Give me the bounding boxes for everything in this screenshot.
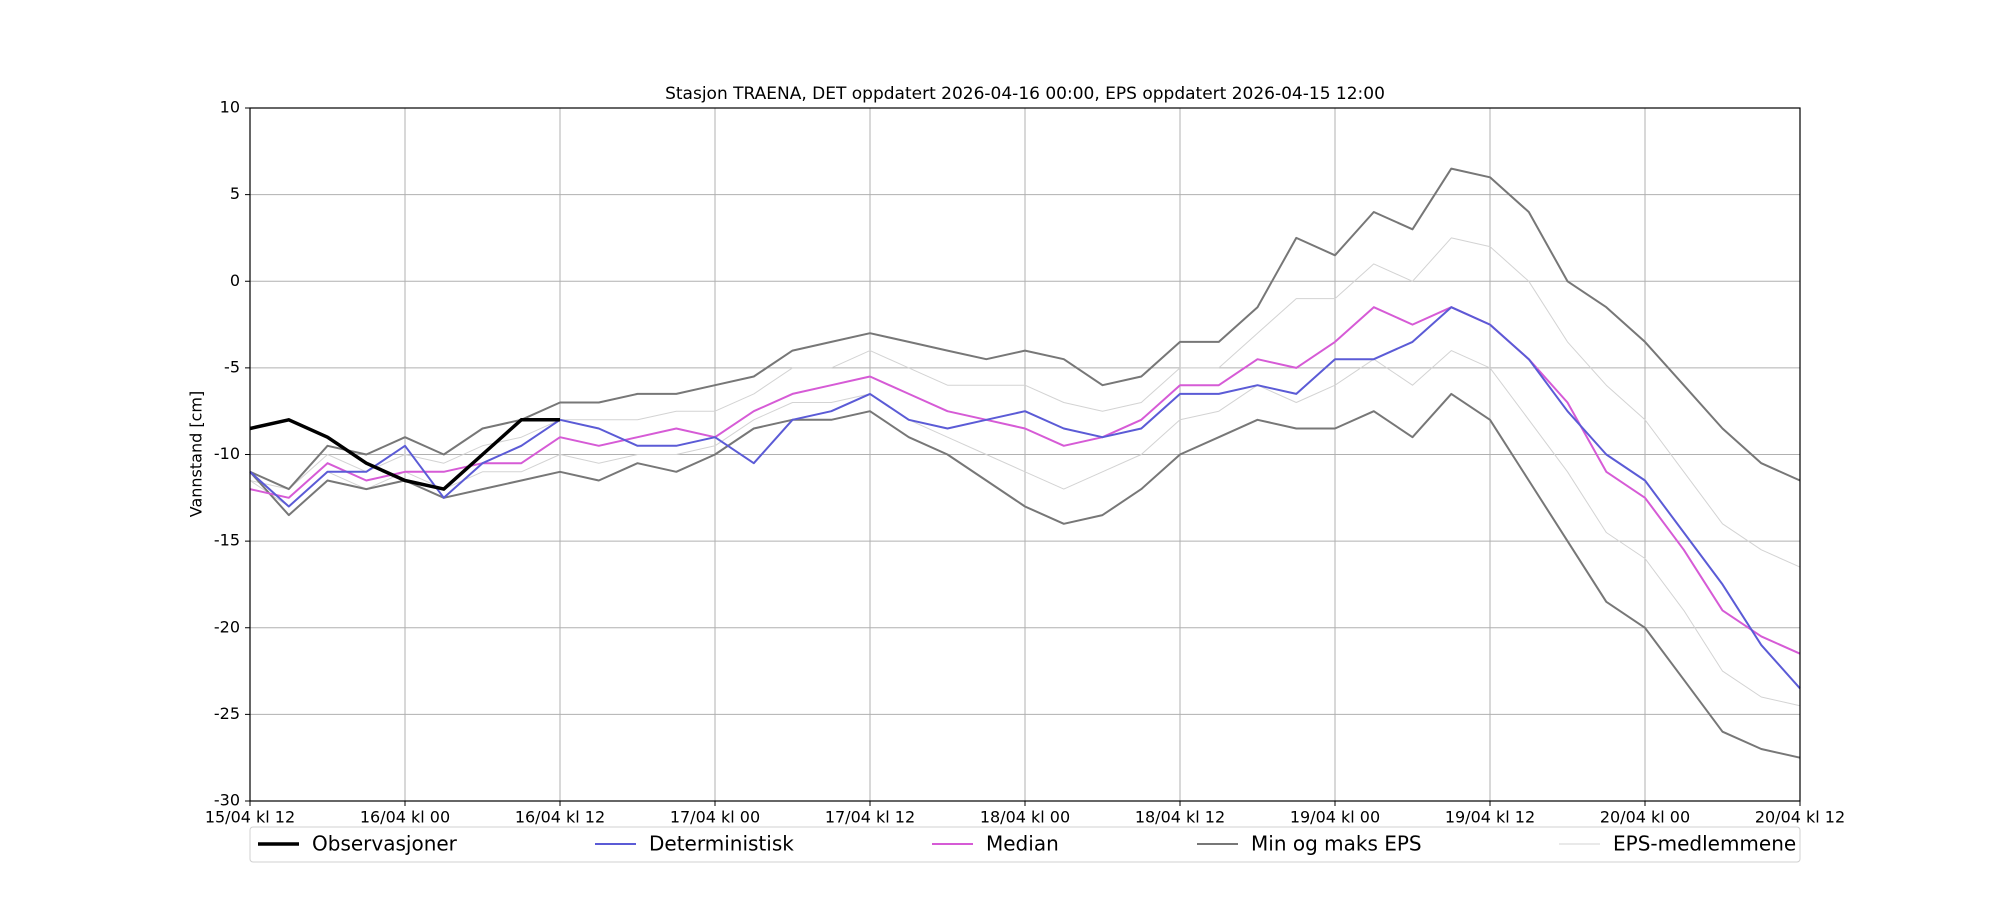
y-tick-label: -15	[214, 531, 240, 550]
legend-label: Observasjoner	[312, 832, 458, 856]
series-line	[249, 306, 1801, 655]
series-line	[249, 306, 1801, 690]
x-tick-label: 18/04 kl 12	[1135, 808, 1225, 827]
x-tick-label: 17/04 kl 00	[670, 808, 760, 827]
series-line	[249, 418, 560, 491]
x-tick-label: 20/04 kl 12	[1755, 808, 1845, 827]
x-tick-label: 16/04 kl 00	[360, 808, 450, 827]
y-tick-label: -5	[224, 357, 240, 376]
x-tick-label: 19/04 kl 00	[1290, 808, 1380, 827]
chart-title: Stasjon TRAENA, DET oppdatert 2026-04-16…	[665, 84, 1385, 104]
series-line	[249, 237, 1801, 568]
y-tick-label: 0	[230, 271, 240, 290]
legend-label: Deterministisk	[649, 832, 794, 856]
series-line	[249, 167, 1801, 491]
x-tick-label: 15/04 kl 12	[205, 808, 295, 827]
series-line	[249, 350, 1801, 707]
x-tick-label: 19/04 kl 12	[1445, 808, 1535, 827]
y-tick-label: -30	[214, 791, 240, 810]
x-tick-label: 17/04 kl 12	[825, 808, 915, 827]
legend-box	[249, 826, 1801, 863]
y-tick-label: -10	[214, 444, 240, 463]
legend-label: EPS-medlemmene	[1613, 832, 1796, 856]
y-tick-label: 5	[230, 184, 240, 203]
y-tick-label: -25	[214, 704, 240, 723]
series-line	[249, 392, 1801, 759]
x-tick-label: 18/04 kl 00	[980, 808, 1070, 827]
y-tick-label: -20	[214, 617, 240, 636]
y-axis-label: Vannstand [cm]	[187, 391, 206, 517]
legend-label: Median	[986, 832, 1059, 856]
y-tick-label: 10	[220, 98, 240, 117]
plot-frame	[249, 107, 1801, 802]
x-tick-label: 20/04 kl 00	[1600, 808, 1690, 827]
legend-label: Min og maks EPS	[1251, 832, 1422, 856]
x-tick-label: 16/04 kl 12	[515, 808, 605, 827]
